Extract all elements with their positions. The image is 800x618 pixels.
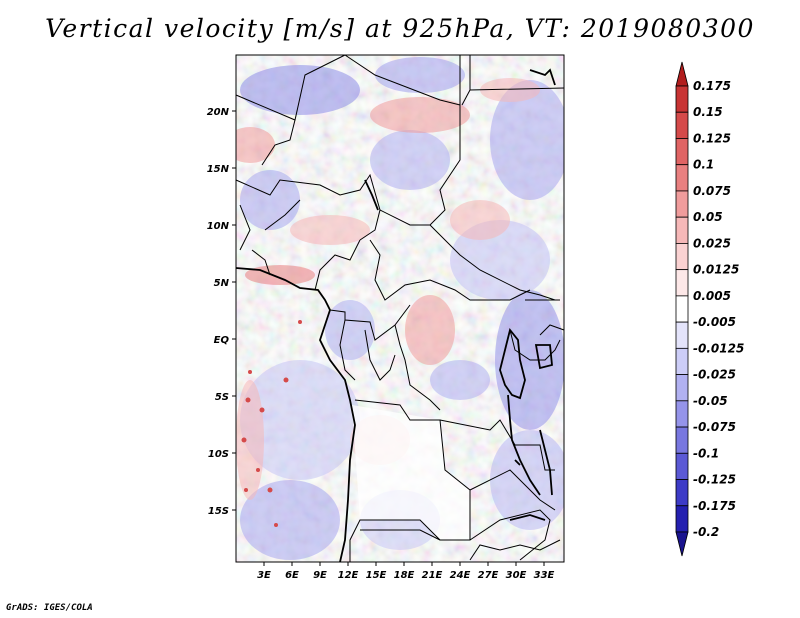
lat-label-15n: 15N [207,164,236,175]
svg-text:EQ: EQ [214,335,230,346]
colorbar-swatch [675,190,689,218]
lon-label-33e: 33E [534,562,555,581]
svg-text:33E: 33E [534,570,555,581]
lon-label-15e: 15E [366,562,387,581]
colorbar-swatch [675,243,689,271]
svg-text:18E: 18E [394,570,415,581]
colorbar-swatch [675,479,689,507]
colorbar-label: 0.175 [693,79,731,93]
lon-label-27e: 27E [478,562,499,581]
lat-label-20n: 20N [207,107,236,118]
svg-text:12E: 12E [338,570,359,581]
chart-title: Vertical velocity [m/s] at 925hPa, VT: 2… [45,14,755,43]
svg-text:10N: 10N [207,221,230,232]
colorbar-swatch [675,269,689,297]
colorbar-swatch [675,111,689,139]
colorbar-label: -0.2 [693,525,719,539]
lat-label-eq: EQ [214,335,236,346]
svg-text:3E: 3E [257,570,271,581]
colorbar: 0.175 0.15 0.125 0.1 0.075 0.05 0.025 0.0125 0.0… [675,61,744,557]
svg-text:5N: 5N [214,278,230,289]
colorbar-swatch [675,400,689,428]
colorbar-label: 0.005 [693,289,731,303]
svg-text:5S: 5S [215,392,229,403]
colorbar-label: -0.05 [693,394,728,408]
colorbar-label: 0.05 [693,210,723,224]
colorbar-swatch [675,426,689,454]
lon-label-21e: 21E [422,562,443,581]
lat-label-5n: 5N [214,278,236,289]
svg-text:10S: 10S [208,449,229,460]
colorbar-swatch [675,295,689,323]
svg-text:21E: 21E [422,570,443,581]
colorbar-label: -0.075 [693,420,736,434]
svg-text:15S: 15S [208,506,229,517]
latitude-axis: 20N 15N 10N 5N EQ 5S 10S 15S [207,107,236,517]
grads-credit: GrADS: IGES/COLA [6,603,93,613]
colorbar-label: 0.075 [693,184,731,198]
coastlines [235,68,556,563]
colorbar-bottom-arrow [675,531,689,557]
colorbar-swatch [675,164,689,192]
colorbar-label: -0.0125 [693,341,744,355]
lat-label-15s: 15S [208,506,236,517]
colorbar-label: 0.125 [693,131,731,145]
lon-label-30e: 30E [506,562,527,581]
colorbar-swatch [675,505,689,533]
country-borders [235,54,565,562]
svg-text:9E: 9E [313,570,327,581]
svg-text:24E: 24E [450,570,471,581]
colorbar-swatch [675,374,689,402]
colorbar-swatch [675,347,689,375]
colorbar-swatch [675,452,689,480]
colorbar-label: 0.15 [693,105,723,119]
svg-text:6E: 6E [285,570,299,581]
lon-label-24e: 24E [450,562,471,581]
lat-label-10s: 10S [208,449,236,460]
svg-text:27E: 27E [478,570,499,581]
colorbar-label: -0.025 [693,368,736,382]
lon-label-3e: 3E [257,562,271,581]
colorbar-label: -0.1 [693,446,719,460]
colorbar-swatch [675,138,689,166]
colorbar-label: 0.1 [693,158,714,172]
map-frame [235,54,565,563]
svg-text:30E: 30E [506,570,527,581]
longitude-axis: 3E 6E 9E 12E 15E 18E 21E 24E 27E 30E 33E [257,562,555,581]
lon-label-18e: 18E [394,562,415,581]
colorbar-label: -0.005 [693,315,736,329]
colorbar-label: -0.175 [693,499,736,513]
lat-label-10n: 10N [207,221,236,232]
colorbar-swatch [675,85,689,113]
colorbar-swatch [675,216,689,244]
velocity-field [236,55,564,562]
svg-text:15N: 15N [207,164,230,175]
svg-text:15E: 15E [366,570,387,581]
lon-label-12e: 12E [338,562,359,581]
colorbar-swatch [675,321,689,349]
colorbar-label: 0.025 [693,236,731,250]
colorbar-label: 0.0125 [693,263,739,277]
colorbar-top-arrow [675,61,689,87]
svg-text:20N: 20N [207,107,230,118]
colorbar-label: -0.125 [693,473,736,487]
lon-label-9e: 9E [313,562,327,581]
lat-label-5s: 5S [215,392,236,403]
lon-label-6e: 6E [285,562,299,581]
